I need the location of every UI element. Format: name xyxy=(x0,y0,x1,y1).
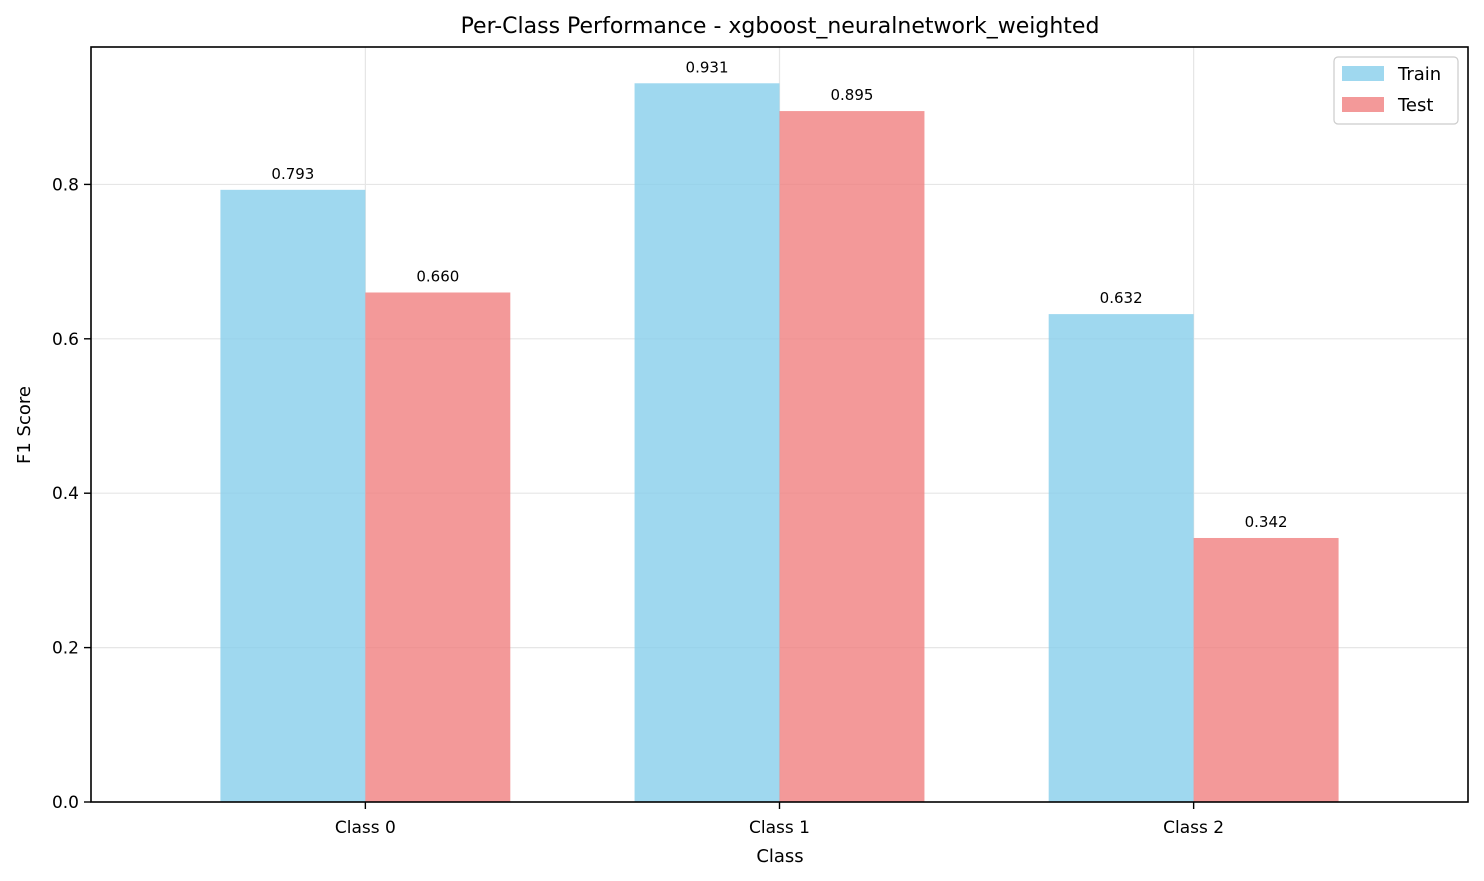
x-axis-label: Class xyxy=(756,846,803,867)
x-tick-label: Class 2 xyxy=(1163,818,1224,838)
bar-train-0 xyxy=(220,189,366,803)
data-label-test-0: 0.660 xyxy=(416,267,459,285)
bars xyxy=(220,83,1339,803)
y-axis-label: F1 Score xyxy=(14,386,35,464)
data-labels: 0.793 0.931 0.632 0.660 0.895 0.342 xyxy=(271,58,1287,531)
x-tick-label: Class 0 xyxy=(335,818,396,838)
y-tick-label: 0.0 xyxy=(52,793,79,813)
legend-label-train: Train xyxy=(1397,64,1441,85)
bar-test-0 xyxy=(365,292,511,802)
data-label-test-2: 0.342 xyxy=(1245,513,1288,531)
legend: Train Test xyxy=(1333,56,1459,125)
ticks: 0.0 0.2 0.4 0.6 0.8 Class 0 Class 1 Class 2 xyxy=(52,175,1224,838)
legend-label-test: Test xyxy=(1397,95,1433,116)
chart-title: Per-Class Performance - xgboost_neuralne… xyxy=(461,14,1100,39)
data-label-test-1: 0.895 xyxy=(830,86,873,104)
x-tick-label: Class 1 xyxy=(749,818,810,838)
y-tick-label: 0.8 xyxy=(52,175,79,195)
y-tick-label: 0.2 xyxy=(52,639,79,659)
legend-swatch-train xyxy=(1342,66,1384,81)
y-tick-label: 0.4 xyxy=(52,484,79,504)
bar-train-2 xyxy=(1048,314,1194,802)
bar-test-1 xyxy=(779,111,925,802)
bar-train-1 xyxy=(634,83,780,803)
legend-swatch-test xyxy=(1342,97,1384,112)
data-label-train-0: 0.793 xyxy=(271,165,314,183)
bar-test-2 xyxy=(1193,537,1339,802)
data-label-train-2: 0.632 xyxy=(1100,289,1143,307)
y-tick-label: 0.6 xyxy=(52,330,79,350)
data-label-train-1: 0.931 xyxy=(686,58,729,76)
